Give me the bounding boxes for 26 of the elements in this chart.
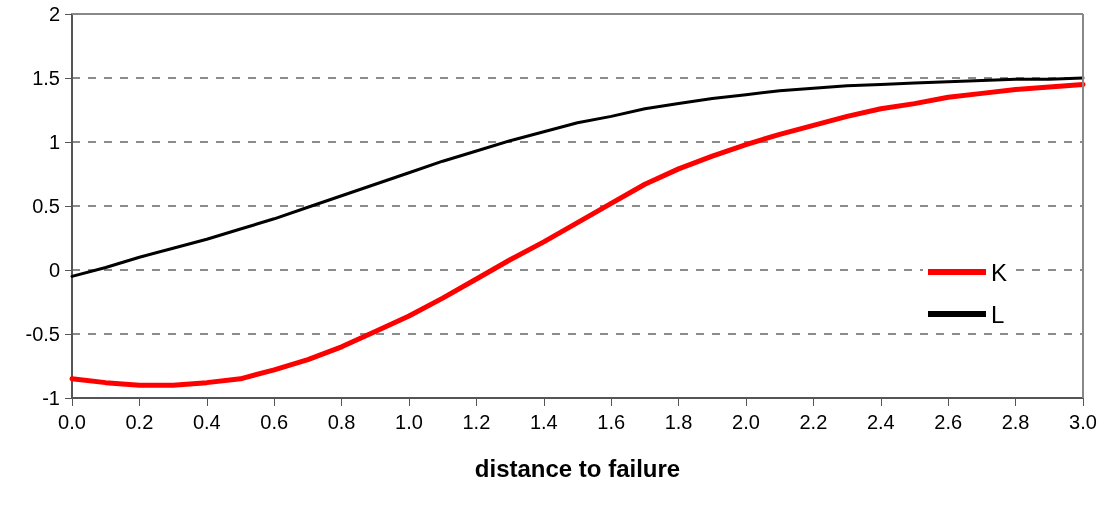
y-tick-label: 1 (48, 131, 60, 153)
y-tick-label: -0.5 (25, 323, 60, 345)
x-tick-label: 1.8 (664, 411, 693, 433)
y-tick-label: -1 (42, 387, 60, 409)
x-axis-title: distance to failure (474, 454, 681, 482)
x-tick-label: 3.0 (1069, 411, 1097, 433)
x-tick-label: 0.0 (58, 411, 86, 433)
y-tick-label: 0 (48, 259, 60, 281)
x-tick-label: 2.0 (732, 411, 760, 433)
x-tick-label: 1.2 (462, 411, 491, 433)
x-tick-label: 0.2 (125, 411, 154, 433)
x-tick-label: 0.4 (192, 411, 221, 433)
x-tick-label: 0.6 (260, 411, 289, 433)
legend-label: K (990, 258, 1008, 286)
legend-label: L (990, 300, 1005, 328)
x-tick-label: 2.8 (1001, 411, 1030, 433)
x-tick-label: 1.6 (597, 411, 626, 433)
y-tick-label: 2 (48, 3, 60, 25)
x-tick-label: 2.6 (934, 411, 963, 433)
x-tick-label: 1.4 (529, 411, 558, 433)
x-tick-label: 2.2 (799, 411, 828, 433)
x-tick-label: 2.4 (866, 411, 895, 433)
x-tick-label: 0.8 (327, 411, 356, 433)
x-tick-label: 1.0 (395, 411, 423, 433)
y-tick-label: 0.5 (32, 195, 60, 217)
y-tick-label: 1.5 (32, 67, 60, 89)
